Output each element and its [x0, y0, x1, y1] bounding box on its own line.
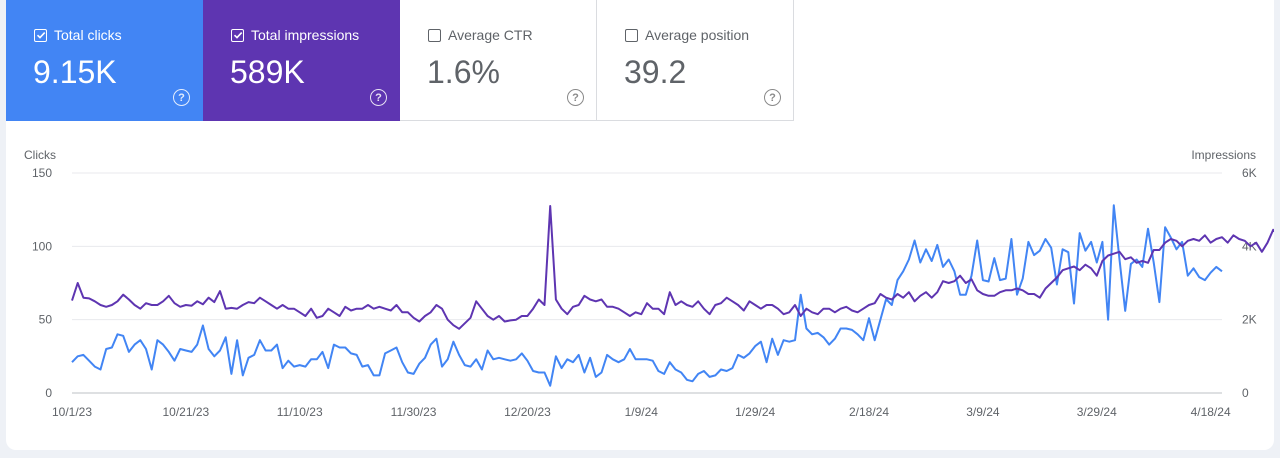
right-tick-label: 0: [1242, 386, 1249, 400]
total-impressions-tile[interactable]: Total impressions 589K ?: [203, 0, 400, 121]
left-tick-label: 50: [39, 313, 53, 327]
x-tick-label: 11/10/23: [277, 405, 323, 419]
left-tick-label: 150: [32, 166, 52, 180]
metric-tiles: Total clicks 9.15K ? Total impressions 5…: [6, 0, 794, 121]
x-tick-label: 2/18/24: [849, 405, 889, 419]
left-axis-title: Clicks: [24, 148, 56, 162]
x-tick-label: 4/18/24: [1191, 405, 1231, 419]
x-tick-label: 1/29/24: [735, 405, 775, 419]
tile-value: 1.6%: [427, 54, 500, 90]
help-icon[interactable]: ?: [370, 89, 387, 106]
help-icon[interactable]: ?: [567, 89, 584, 106]
tile-label: Average position: [645, 27, 750, 43]
average-position-tile[interactable]: Average position 39.2 ?: [597, 0, 794, 121]
checkbox-unchecked-icon[interactable]: [625, 28, 638, 42]
tile-label: Total impressions: [251, 27, 360, 43]
tile-value: 9.15K: [33, 54, 117, 90]
help-icon[interactable]: ?: [173, 89, 190, 106]
checkbox-checked-icon[interactable]: [231, 28, 244, 42]
help-icon[interactable]: ?: [764, 89, 781, 106]
x-tick-label: 12/20/23: [504, 405, 551, 419]
left-tick-label: 0: [45, 386, 52, 400]
chart-grid: [72, 172, 1222, 394]
x-tick-label: 3/9/24: [966, 405, 1000, 419]
left-tick-label: 100: [32, 239, 52, 253]
x-tick-label: 11/30/23: [391, 405, 437, 419]
tile-label: Total clicks: [54, 27, 122, 43]
performance-panel: Total clicks 9.15K ? Total impressions 5…: [6, 0, 1274, 450]
right-tick-label: 2K: [1242, 313, 1257, 327]
x-tick-label: 3/29/24: [1077, 405, 1117, 419]
tile-value: 39.2: [624, 54, 687, 90]
checkbox-unchecked-icon[interactable]: [428, 28, 441, 42]
tile-value: 589K: [230, 54, 305, 90]
total-clicks-tile[interactable]: Total clicks 9.15K ?: [6, 0, 203, 121]
clicks-series-line: [71, 204, 1223, 387]
right-axis-title: Impressions: [1191, 148, 1256, 162]
x-tick-label: 10/1/23: [52, 405, 92, 419]
impressions-series-line: [71, 205, 1274, 330]
checkbox-checked-icon[interactable]: [34, 28, 47, 42]
chart-series: [71, 204, 1274, 387]
right-tick-label: 6K: [1242, 166, 1257, 180]
tile-label: Average CTR: [448, 27, 533, 43]
x-tick-label: 10/21/23: [163, 405, 210, 419]
average-ctr-tile[interactable]: Average CTR 1.6% ?: [400, 0, 597, 121]
x-tick-label: 1/9/24: [625, 405, 659, 419]
